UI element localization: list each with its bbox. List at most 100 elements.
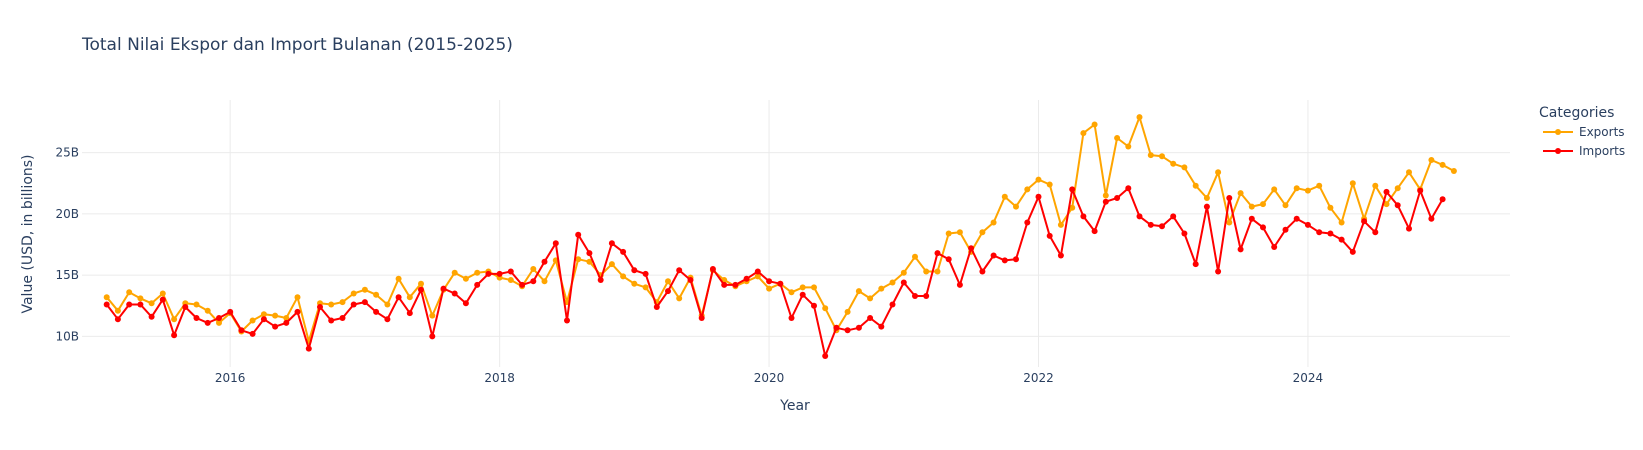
data-point-exports <box>1192 182 1199 189</box>
data-point-exports <box>193 301 200 308</box>
data-point-imports <box>1057 252 1064 259</box>
data-point-exports <box>923 268 930 275</box>
data-point-imports <box>171 332 178 339</box>
data-point-imports <box>687 277 694 283</box>
data-point-exports <box>451 269 458 276</box>
data-point-imports <box>1383 188 1390 195</box>
data-point-exports <box>429 312 436 319</box>
data-point-imports <box>204 319 211 326</box>
data-point-imports <box>822 353 829 359</box>
chart-title: Total Nilai Ekspor dan Import Bulanan (2… <box>81 35 513 55</box>
x-tick-label: 2018 <box>484 371 515 385</box>
data-point-imports <box>1349 248 1356 255</box>
data-point-imports <box>1417 187 1424 194</box>
data-point-imports <box>642 270 649 277</box>
data-point-imports <box>709 266 716 272</box>
plot-area <box>103 114 1457 359</box>
data-point-imports <box>1248 215 1255 222</box>
data-point-exports <box>1035 176 1042 183</box>
data-point-exports <box>260 311 267 318</box>
x-tick-label: 2020 <box>754 371 785 385</box>
data-point-imports <box>900 279 907 286</box>
data-point-imports <box>956 281 963 288</box>
data-point-imports <box>485 270 492 277</box>
data-point-exports <box>631 280 638 287</box>
data-point-imports <box>1125 185 1132 192</box>
data-point-exports <box>294 294 301 301</box>
data-point-exports <box>867 295 874 302</box>
data-point-imports <box>665 288 671 295</box>
data-point-imports <box>620 248 627 255</box>
x-axis-ticks: 2016 2018 2020 2022 2024 <box>215 371 1323 385</box>
data-point-exports <box>171 316 178 323</box>
data-point-imports <box>552 240 559 247</box>
data-point-imports <box>373 308 380 315</box>
data-point-imports <box>1282 226 1289 233</box>
data-point-exports <box>665 278 671 285</box>
data-point-exports <box>900 269 907 276</box>
data-point-exports <box>956 229 963 236</box>
series-exports <box>103 114 1457 345</box>
data-point-imports <box>1439 196 1446 203</box>
data-point-imports <box>1181 230 1188 237</box>
data-point-exports <box>934 268 941 275</box>
data-point-imports <box>608 240 615 247</box>
data-point-exports <box>1406 169 1412 176</box>
data-point-exports <box>1248 203 1255 210</box>
data-point-exports <box>283 315 290 321</box>
legend-swatch-marker <box>1555 129 1561 135</box>
data-point-imports <box>1293 215 1300 222</box>
data-point-imports <box>249 330 256 337</box>
data-point-imports <box>1013 256 1019 263</box>
legend-item-exports[interactable]: Exports <box>1543 125 1625 139</box>
data-point-exports <box>474 269 481 276</box>
data-point-imports <box>429 333 436 340</box>
data-point-imports <box>451 290 458 297</box>
data-point-imports <box>1024 219 1031 226</box>
data-point-exports <box>1372 182 1379 189</box>
data-point-exports <box>1024 186 1031 193</box>
data-point-exports <box>1293 185 1300 192</box>
legend-item-imports[interactable]: Imports <box>1543 144 1625 158</box>
data-point-imports <box>1136 213 1143 220</box>
data-point-imports <box>339 315 346 321</box>
data-point-imports <box>1394 202 1401 209</box>
data-point-imports <box>1215 268 1222 275</box>
data-point-imports <box>889 301 896 308</box>
data-point-imports <box>912 293 918 299</box>
data-point-imports <box>990 252 997 259</box>
data-point-exports <box>541 278 548 285</box>
data-point-imports <box>788 315 795 321</box>
data-point-exports <box>361 286 368 293</box>
data-point-exports <box>507 277 514 283</box>
data-point-exports <box>1226 219 1233 226</box>
legend: Categories Exports Imports <box>1539 105 1625 158</box>
data-point-exports <box>328 301 335 308</box>
data-point-exports <box>406 294 413 301</box>
data-point-imports <box>148 313 155 320</box>
x-tick-label: 2022 <box>1023 371 1054 385</box>
data-point-imports <box>945 256 952 263</box>
data-point-exports <box>754 273 761 280</box>
data-point-imports <box>698 315 705 321</box>
data-point-imports <box>766 278 773 285</box>
data-point-imports <box>418 286 424 293</box>
data-point-imports <box>305 345 312 352</box>
data-point-exports <box>1181 164 1188 171</box>
data-point-exports <box>1069 204 1076 211</box>
data-point-exports <box>811 284 817 291</box>
data-point-exports <box>1203 195 1210 201</box>
data-point-imports <box>777 280 784 287</box>
data-point-imports <box>732 281 739 288</box>
data-point-imports <box>126 301 133 308</box>
data-point-exports <box>1428 157 1435 163</box>
data-point-exports <box>1114 135 1121 141</box>
data-point-imports <box>395 294 402 301</box>
data-point-imports <box>1338 236 1345 243</box>
data-point-imports <box>1080 213 1087 220</box>
data-point-imports <box>1361 218 1368 225</box>
data-point-imports <box>1203 203 1210 210</box>
data-point-imports <box>1372 229 1379 236</box>
data-point-imports <box>1226 195 1233 201</box>
legend-label: Exports <box>1579 125 1625 139</box>
